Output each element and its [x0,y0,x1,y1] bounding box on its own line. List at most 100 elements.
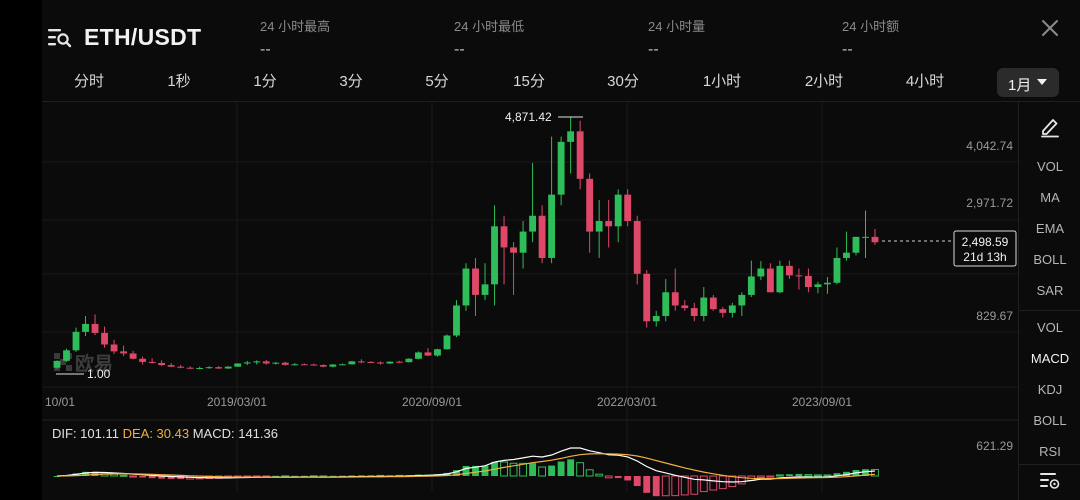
macd-bar [661,475,670,497]
header: ETH/USDT 24 小时最高 -- 24 小时最低 -- 24 小时量 --… [42,0,1080,62]
candle-body [453,305,460,336]
tab-5m[interactable]: 5分 [425,73,449,90]
tab-3m[interactable]: 3分 [339,73,363,90]
x-axis-labels: 10/01 2019/03/01 2020/09/01 2022/03/01 2… [45,395,852,409]
tab-1-month-dropdown[interactable]: 1月 [997,68,1059,97]
candle-body [671,292,679,306]
candle-body [757,268,765,277]
macd-bar [814,474,822,477]
tab-1s[interactable]: 1秒 [167,73,191,90]
candle-body [500,226,508,248]
x-tick-label: 2023/09/01 [792,395,852,409]
candle [557,136,565,206]
tab-15m[interactable]: 15分 [513,73,545,90]
candle [177,365,185,369]
tab-2h[interactable]: 2小时 [804,73,844,90]
candle-body [481,284,489,295]
candle [529,162,537,243]
stat-label: 24 小时额 [842,19,900,34]
candle [738,292,746,317]
macd-bar [624,476,632,481]
tab-1h[interactable]: 1小时 [702,73,742,90]
macd-bar [367,475,375,477]
y-tick-label: 2,971.72 [966,196,1013,210]
macd-bar [595,473,604,477]
tab-1m[interactable]: 1分 [253,73,277,90]
countdown-label: 21d 13h [963,250,1006,264]
main-indicator-vol[interactable]: VOL [1036,159,1063,174]
candle-body [434,349,441,356]
candle-body [804,275,812,287]
candle-body [167,365,175,367]
candle-body [795,275,803,277]
candle [567,117,575,174]
macd-bar [576,462,585,477]
candle [167,362,175,368]
candle-body [224,366,232,369]
macd-bar [709,475,718,491]
candle [215,366,223,369]
candle-body [605,221,613,227]
candle [804,268,812,293]
candle-body [82,323,89,332]
chevron-down-icon [1037,79,1047,85]
candle [843,231,850,261]
sub-indicator-kdj[interactable]: KDJ [1037,382,1063,397]
tab-30m[interactable]: 30分 [607,73,639,90]
chart-area[interactable]: 欧易 4,871.42 1.00 4,042.74 2,971.72 829.6… [42,102,1018,500]
candle [776,260,784,294]
main-indicator-ema[interactable]: EMA [1035,221,1065,236]
sub-indicator-vol[interactable]: VOL [1036,320,1063,335]
candle-body [367,361,375,363]
macd-bar [82,471,89,476]
candle-body [53,360,61,368]
main-indicator-sar[interactable]: SAR [1036,283,1064,298]
tab-timeshare[interactable]: 分时 [73,73,105,90]
pair-title[interactable]: ETH/USDT [84,24,202,50]
stat-24h-low: 24 小时最低 -- [454,16,524,59]
candle-body [205,367,213,369]
sidebar-divider [1019,310,1080,311]
sub-indicator-rsi[interactable]: RSI [1039,444,1061,459]
candle-body [129,353,137,359]
candle-body [139,358,147,362]
candle-body [728,305,736,313]
candle [357,359,365,364]
draw-pen-icon[interactable] [1039,116,1061,138]
stat-value: -- [842,41,853,58]
candle [367,361,375,363]
macd-bar [177,476,185,480]
main-indicator-boll[interactable]: BOLL [1033,252,1067,267]
dif-value: DIF: 101.11 [52,426,119,441]
sub-indicator-macd[interactable]: MACD [1030,351,1070,366]
candle [272,361,280,365]
candle [434,348,441,357]
y-axis-labels: 4,042.74 2,971.72 829.67 621.29 [966,139,1013,453]
close-icon[interactable] [1040,18,1060,38]
kline-chart[interactable]: 欧易 4,871.42 1.00 4,042.74 2,971.72 829.6… [42,102,1018,500]
sub-indicator-boll[interactable]: BOLL [1033,413,1067,428]
macd-histogram [53,459,879,497]
last-price-marker[interactable]: 2,498.59 21d 13h [882,230,1017,267]
candle [329,364,337,368]
candle [757,261,765,281]
trading-app: ETH/USDT 24 小时最高 -- 24 小时最低 -- 24 小时量 --… [42,0,1080,500]
main-indicator-ma[interactable]: MA [1040,190,1060,205]
macd-bar [567,459,575,476]
candle [186,366,194,369]
candle-body [424,352,432,356]
candle-body [63,350,70,361]
macd-bar [338,475,346,477]
macd-bar [671,475,680,497]
candle [681,300,689,311]
candle-body [785,265,793,276]
candles [53,117,879,370]
macd-bar [766,475,775,478]
candle [605,199,613,248]
timeframe-tabs: 分时 1秒 1分 3分 5分 15分 30分 1小时 2小时 4小时 1月 [42,62,1080,102]
macd-bar [472,465,479,476]
candle-body [567,131,575,142]
tab-4h[interactable]: 4小时 [905,73,945,90]
menu-search-icon[interactable] [48,26,72,48]
indicator-settings-icon[interactable] [1040,472,1060,490]
